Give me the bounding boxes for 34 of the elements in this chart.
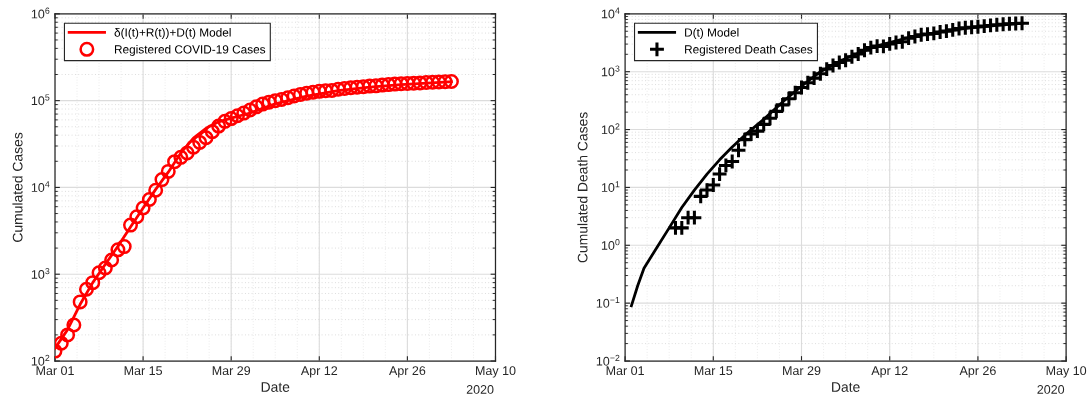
text: 2020	[1037, 385, 1065, 394]
y-tick-label: 10$^{0}$	[601, 239, 620, 250]
y-tick-label: 10$^{1}$	[601, 181, 620, 192]
x-tick-label: Apr 12	[871, 366, 908, 378]
y-axis-title: Cumulated Cases	[12, 132, 23, 242]
x-tick-label: Mar 01	[36, 366, 74, 376]
y-tick-label: 10$^{4}$	[31, 181, 50, 192]
y-tick-label: 10$^{2}$	[31, 354, 50, 366]
x-tick-label: Mar 01	[606, 366, 644, 376]
x-axis-title: Date	[832, 382, 860, 392]
y-tick-label: 10$^{3}$	[31, 268, 50, 279]
x-tick-label: May 10	[476, 366, 516, 378]
x-tick-label: Mar 15	[694, 366, 733, 376]
x-axis-title: Date	[261, 382, 290, 392]
y-tick-label: 10$^{−1}$	[596, 296, 620, 308]
x-tick-label: Mar 29	[783, 366, 821, 376]
x-tick-label: Mar 29	[212, 366, 251, 376]
x-tick-label: May 10	[1046, 366, 1087, 378]
x-tick-label: Apr 26	[389, 366, 426, 378]
x-tick-label: Apr 12	[300, 366, 338, 378]
y-tick-label: 10$^{2}$	[601, 123, 620, 135]
y-tick-label: 10$^{5}$	[31, 94, 50, 106]
x-tick-label: Mar 15	[124, 366, 163, 376]
y-tick-label: 10$^{3}$	[601, 65, 620, 77]
y-tick-label: 10$^{−2}$	[596, 354, 620, 366]
text: 2020	[466, 385, 494, 394]
x-tick-label: Apr 26	[959, 366, 996, 378]
y-tick-label: 10$^{6}$	[31, 7, 50, 19]
y-axis-title: Cumulated Death Cases	[577, 112, 588, 263]
legend-label: Registered Death Cases	[685, 44, 813, 56]
legend-label: δ(I(t)+R(t))+D(t) Model	[114, 28, 231, 39]
y-tick-label: 10$^{4}$	[601, 7, 620, 19]
legend-label: D(t) Model	[685, 28, 739, 39]
legend-label: Registered COVID-19 Cases	[114, 44, 266, 56]
